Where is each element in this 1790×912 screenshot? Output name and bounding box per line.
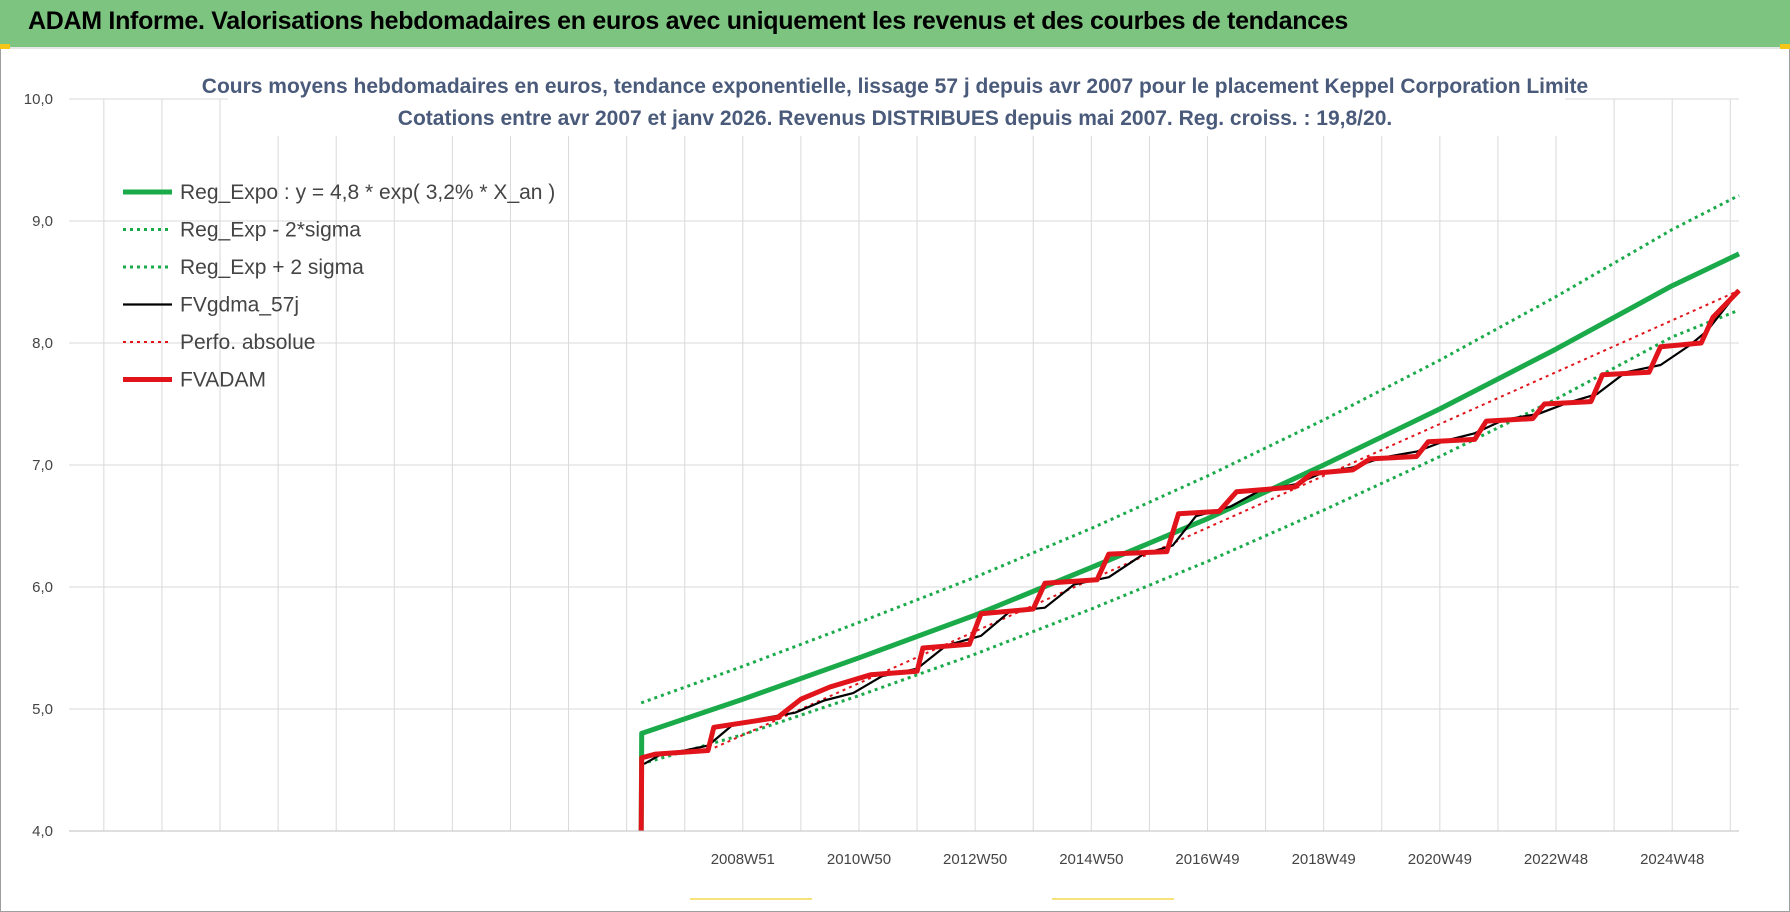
y-tick-label: 10,0 <box>24 91 53 108</box>
legend-label: Perfo. absolue <box>180 331 315 354</box>
x-tick-label: 2014W50 <box>1059 851 1123 868</box>
y-tick-label: 4,0 <box>32 823 53 840</box>
legend-label: Reg_Exp - 2*sigma <box>180 219 361 242</box>
corner-mark-top-left <box>0 44 10 49</box>
x-tick-label: 2016W49 <box>1175 851 1239 868</box>
series-line-4 <box>640 289 1740 832</box>
x-tick-label: 2010W50 <box>827 851 891 868</box>
x-tick-label: 2008W51 <box>711 851 775 868</box>
chart-title-background <box>228 68 1565 136</box>
x-tick-label: 2018W49 <box>1292 851 1356 868</box>
bottom-mark-1 <box>690 898 812 900</box>
x-tick-label: 2022W48 <box>1524 851 1588 868</box>
page-title: ADAM Informe. Valorisations hebdomadaire… <box>28 7 1349 35</box>
series-line-5 <box>638 288 1741 832</box>
legend-label: FVADAM <box>180 369 266 392</box>
legend-label: Reg_Expo : y = 4,8 * exp( 3,2% * X_an ) <box>180 181 555 204</box>
series-line-1 <box>640 308 1740 766</box>
legend-label: Reg_Exp + 2 sigma <box>180 256 364 279</box>
header-bar: ADAM Informe. Valorisations hebdomadaire… <box>0 0 1790 49</box>
series-line-0 <box>638 251 1741 832</box>
axis-layer: 4,0 5,0 6,0 7,0 8,0 9,0 10,0 2008W51 2010W50 2012… <box>24 91 1739 868</box>
bottom-mark-2 <box>1052 898 1174 900</box>
x-tick-label: 2020W49 <box>1408 851 1472 868</box>
x-tick-label: 2012W50 <box>943 851 1007 868</box>
x-tick-label: 2024W48 <box>1640 851 1704 868</box>
y-tick-label: 8,0 <box>32 335 53 352</box>
grid-layer <box>69 98 1739 832</box>
corner-mark-top-right <box>1780 44 1790 49</box>
y-tick-label: 7,0 <box>32 457 53 474</box>
chart-title-line-1: Cours moyens hebdomadaires en euros, ten… <box>202 75 1588 98</box>
y-tick-label: 5,0 <box>32 701 53 718</box>
legend-label: FVgdma_57j <box>180 294 299 317</box>
legend: Reg_Expo : y = 4,8 * exp( 3,2% * X_an ) R… <box>123 181 555 392</box>
y-tick-label: 9,0 <box>32 213 53 230</box>
series-line-2 <box>640 194 1740 705</box>
series-layer <box>638 194 1741 832</box>
y-tick-label: 6,0 <box>32 579 53 596</box>
chart-title-line-2: Cotations entre avr 2007 et janv 2026. R… <box>398 107 1392 130</box>
